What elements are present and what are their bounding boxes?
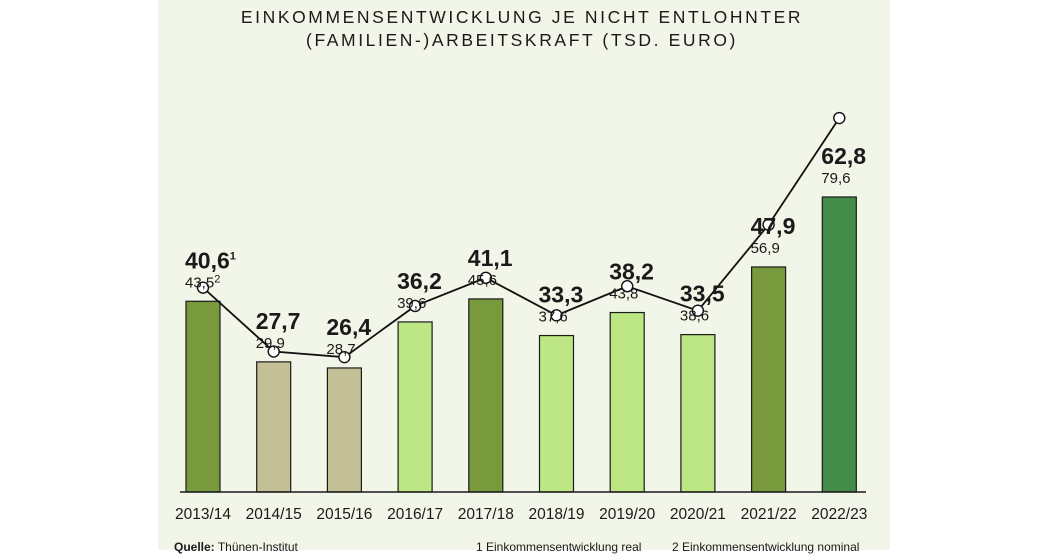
nominal-value-label-2016-17: 39,6	[397, 295, 426, 312]
real-value-label-2020-21: 33,5	[680, 281, 725, 307]
nominal-value-label-2021-22: 56,9	[751, 240, 780, 257]
bar-2017-18	[468, 298, 504, 493]
nominal-point-2014-15	[267, 345, 280, 358]
source-note: Quelle: Thünen-Institut	[174, 540, 298, 554]
bar-2019-20	[609, 311, 645, 493]
x-tick-label-2017-18: 2017/18	[458, 506, 514, 523]
nominal-point-2013-14	[196, 281, 210, 294]
nominal-point-2021-22	[762, 218, 775, 231]
x-tick-label-2020-21: 2020/21	[670, 506, 726, 523]
real-value-label-2013-14: 40,61	[185, 247, 236, 273]
source-text: Thünen-Institut	[217, 540, 298, 554]
real-value-label-2016-17: 36,2	[397, 268, 442, 294]
x-tick-label-2013-14: 2013/14	[175, 506, 231, 523]
footnote-2: 2 Einkommensentwicklung nominal	[672, 540, 860, 554]
nominal-series-line	[202, 117, 841, 359]
chart-title-line-2: (FAMILIEN-)ARBEITSKRAFT (TSD. EURO)	[306, 30, 738, 50]
x-tick-label-2019-20: 2019/20	[599, 506, 655, 523]
chart-footer: Quelle: Thünen-Institut 1 Einkommensentw…	[0, 540, 1044, 554]
chart-title-line-1: EINKOMMENSENTWICKLUNG JE NICHT ENTLOHNTE…	[240, 7, 804, 27]
x-tick-label-2014-15: 2014/15	[246, 506, 302, 523]
nominal-value-label-2020-21: 38,6	[680, 308, 709, 325]
nominal-value-label-2013-14: 43,52	[185, 273, 220, 291]
bar-2016-17	[397, 321, 433, 493]
nominal-point-2015-16	[338, 350, 351, 364]
x-tick-label-2016-17: 2016/17	[387, 506, 443, 523]
bar-2022-23	[821, 196, 857, 493]
nominal-point-2018-19	[550, 309, 563, 322]
bar-2013-14	[185, 300, 221, 493]
nominal-value-label-2014-15: 29,9	[256, 335, 285, 352]
x-tick-label-2018-19: 2018/19	[528, 506, 584, 523]
bar-2020-21	[680, 334, 716, 493]
nominal-value-label-2015-16: 28,7	[326, 341, 355, 358]
real-value-label-2015-16: 26,4	[326, 314, 371, 340]
footnote-mark-nominal: 2	[214, 273, 220, 285]
footnote-1: 1 Einkommensentwicklung real	[476, 540, 642, 554]
nominal-value-label-2018-19: 37,6	[539, 309, 568, 326]
bar-2021-22	[750, 266, 787, 493]
real-value-label-2021-22: 47,9	[751, 213, 796, 239]
nominal-value-label-2017-18: 45,6	[468, 272, 497, 289]
real-value-label-2014-15: 27,7	[256, 308, 301, 334]
real-value-label-2019-20: 38,2	[609, 259, 654, 285]
x-tick-label-2022-23: 2022/23	[811, 506, 867, 523]
nominal-point-2016-17	[408, 299, 422, 313]
source-label: Quelle:	[174, 540, 215, 554]
footnote-mark-real: 1	[230, 250, 236, 262]
nominal-point-2022-23	[833, 111, 846, 125]
bar-2018-19	[538, 334, 575, 493]
nominal-value-label-2019-20: 43,8	[609, 286, 638, 303]
real-value-label-2022-23: 62,8	[821, 143, 866, 169]
bar-2014-15	[256, 361, 292, 493]
nominal-point-2017-18	[479, 271, 492, 284]
chart-title: EINKOMMENSENTWICKLUNG JE NICHT ENTLOHNTE…	[0, 6, 1044, 52]
nominal-point-2020-21	[691, 304, 705, 317]
x-tick-label-2015-16: 2015/16	[316, 506, 372, 523]
nominal-value-label-2022-23: 79,6	[821, 170, 850, 187]
real-value-label-2018-19: 33,3	[539, 282, 584, 308]
real-value-label-2017-18: 41,1	[468, 245, 513, 271]
x-tick-label-2021-22: 2021/22	[741, 506, 797, 523]
bar-2015-16	[326, 367, 362, 493]
nominal-point-2019-20	[621, 280, 634, 293]
